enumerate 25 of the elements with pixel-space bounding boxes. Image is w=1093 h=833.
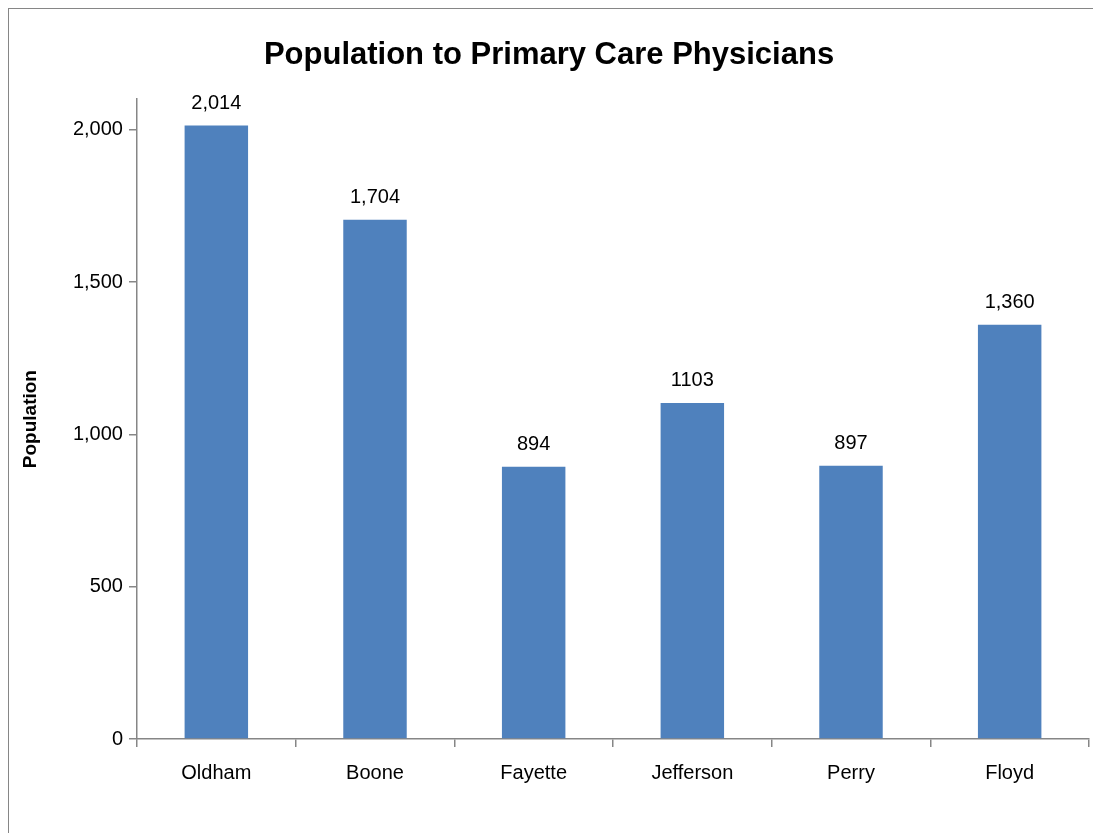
y-axis-title: Population <box>18 370 40 469</box>
x-tick-label: Perry <box>827 760 875 783</box>
bar <box>819 465 883 739</box>
bar <box>343 219 407 739</box>
data-label: 2,014 <box>191 90 242 113</box>
y-tick-label: 0 <box>111 726 123 749</box>
y-tick-label: 500 <box>89 574 123 597</box>
data-label: 1,704 <box>349 185 401 208</box>
data-label: 1103 <box>670 368 714 391</box>
data-label: 1,360 <box>984 290 1035 313</box>
bar <box>660 402 725 739</box>
bar <box>501 466 566 739</box>
y-tick-label: 1,000 <box>72 421 123 444</box>
bar <box>977 324 1042 739</box>
x-tick-label: Boone <box>346 760 404 783</box>
x-tick-label: Fayette <box>500 760 568 783</box>
chart-title: Population to Primary Care Physicians <box>263 36 835 72</box>
y-tick-label: 1,500 <box>72 269 123 292</box>
data-label: 897 <box>834 431 868 454</box>
y-tick-label: 2,000 <box>72 117 123 140</box>
x-tick-label: Floyd <box>985 760 1035 783</box>
bar <box>184 125 249 739</box>
data-label: 894 <box>516 432 551 455</box>
x-tick-label: Jefferson <box>651 760 734 783</box>
x-tick-label: Oldham <box>181 760 252 783</box>
